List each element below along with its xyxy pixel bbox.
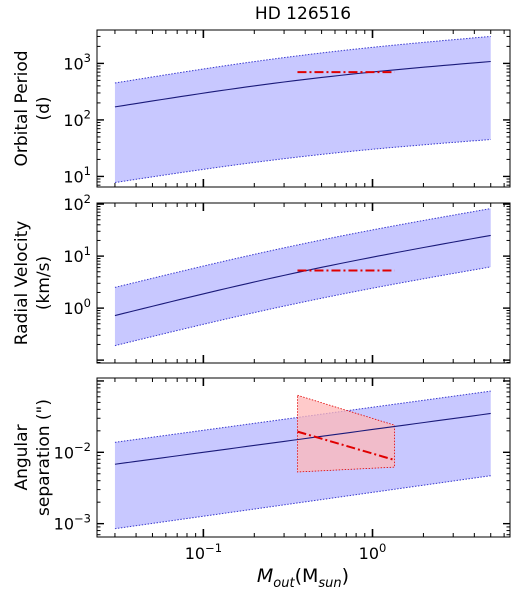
band-upper-edge — [114, 35, 491, 84]
y-axis-label: separation (") — [34, 399, 54, 516]
y-tick-label: 102 — [63, 108, 91, 130]
y-tick-label-base: 10 — [63, 247, 83, 266]
x-axis-label-part: (M — [295, 565, 319, 587]
median-line — [114, 412, 491, 465]
y-tick-label-exp: 1 — [84, 164, 91, 178]
y-tick-label-exp: −3 — [74, 511, 91, 525]
x-axis-label-part: ) — [342, 565, 349, 587]
y-tick-label-base: 10 — [54, 515, 74, 534]
axes-frame — [96, 29, 511, 188]
x-tick-label-exp: −1 — [205, 541, 222, 555]
y-tick-label-base: 10 — [63, 167, 83, 186]
confidence-band — [114, 36, 491, 183]
median-line — [114, 60, 491, 108]
x-tick-label: 100 — [359, 541, 387, 563]
y-tick-label: 101 — [63, 244, 91, 266]
x-ticks — [114, 203, 505, 363]
y-tick-label-exp: 1 — [84, 244, 91, 258]
y-axis-label: (km/s) — [34, 256, 54, 310]
y-tick-label-base: 10 — [63, 54, 83, 73]
y-axis-label: Orbital Period — [12, 50, 32, 166]
band-upper-edge — [114, 208, 491, 288]
y-tick-label-exp: 3 — [84, 51, 91, 65]
y-tick-label-base: 10 — [63, 195, 83, 214]
x-ticks — [114, 378, 505, 537]
y-tick-label-exp: 2 — [84, 192, 91, 206]
x-tick-label-exp: 0 — [379, 541, 386, 555]
y-tick-label-exp: −2 — [74, 440, 91, 454]
x-tick-label-base: 10 — [185, 544, 205, 563]
y-axis-label: Radial Velocity — [12, 221, 32, 346]
y-tick-label: 100 — [63, 296, 91, 318]
x-tick-label: 10−1 — [185, 541, 222, 563]
confidence-band — [114, 208, 491, 346]
x-axis-label-part: sun — [318, 576, 341, 589]
x-axis-label-part: out — [273, 576, 295, 589]
y-tick-label-exp: 2 — [84, 108, 91, 122]
x-ticks — [114, 30, 505, 187]
y-ticks — [97, 203, 510, 363]
figure-title: HD 126516 — [255, 4, 351, 24]
y-tick-label: 102 — [63, 192, 91, 214]
x-axis-label-text: Mout(Msun) — [257, 565, 349, 589]
x-axis-label: Mout(Msun) — [257, 565, 349, 589]
y-tick-label-base: 10 — [63, 299, 83, 318]
axes-frame — [96, 377, 511, 538]
y-tick-label-base: 10 — [54, 443, 74, 462]
band-lower-edge — [114, 266, 491, 347]
y-axis-label: (d) — [34, 96, 54, 120]
y-tick-label: 101 — [63, 164, 91, 186]
x-tick-label-base: 10 — [359, 544, 379, 563]
y-tick-label-base: 10 — [63, 111, 83, 130]
band-lower-edge — [114, 139, 491, 184]
y-axis-label: Angular — [12, 424, 32, 490]
x-axis-label-part: M — [257, 565, 273, 587]
y-ticks — [97, 35, 510, 186]
y-tick-label: 10−3 — [54, 511, 91, 533]
y-tick-label: 103 — [63, 51, 91, 73]
y-tick-label: 10−2 — [54, 440, 91, 462]
band-lower-edge — [114, 475, 491, 530]
y-tick-label-exp: 0 — [84, 296, 91, 310]
